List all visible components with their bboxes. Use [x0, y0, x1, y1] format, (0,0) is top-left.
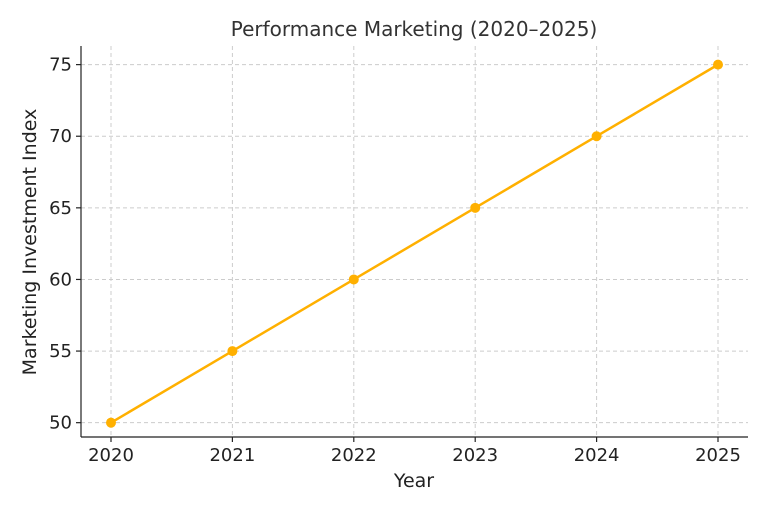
y-axis-ticks: 50 55 60 65 70 75	[49, 55, 81, 434]
x-tick-label: 2022	[331, 445, 377, 466]
y-tick-label: 60	[49, 269, 72, 290]
y-tick-label: 75	[49, 55, 72, 76]
data-point-2023	[470, 202, 481, 213]
y-tick-label: 65	[49, 198, 72, 219]
x-tick-label: 2024	[574, 445, 620, 466]
data-point-2022	[348, 274, 359, 285]
series-group	[106, 59, 723, 428]
gridlines	[81, 46, 748, 437]
x-tick-label: 2021	[209, 445, 255, 466]
data-point-2024	[591, 131, 602, 142]
data-point-2025	[713, 59, 723, 70]
x-axis-ticks: 2020 2021 2022 2023 2024 2025	[88, 437, 741, 466]
x-tick-label: 2020	[88, 445, 134, 466]
x-axis-label: Year	[393, 470, 434, 492]
y-tick-label: 55	[49, 341, 72, 362]
x-tick-label: 2025	[695, 445, 741, 466]
chart-title: Performance Marketing (2020–2025)	[231, 17, 598, 41]
y-tick-label: 70	[49, 126, 72, 147]
series-line	[110, 63, 719, 424]
data-point-2021	[227, 346, 238, 357]
y-axis-label: Marketing Investment Index	[19, 109, 41, 376]
data-point-2020	[106, 417, 116, 428]
y-tick-label: 50	[49, 413, 72, 434]
x-tick-label: 2023	[452, 445, 498, 466]
